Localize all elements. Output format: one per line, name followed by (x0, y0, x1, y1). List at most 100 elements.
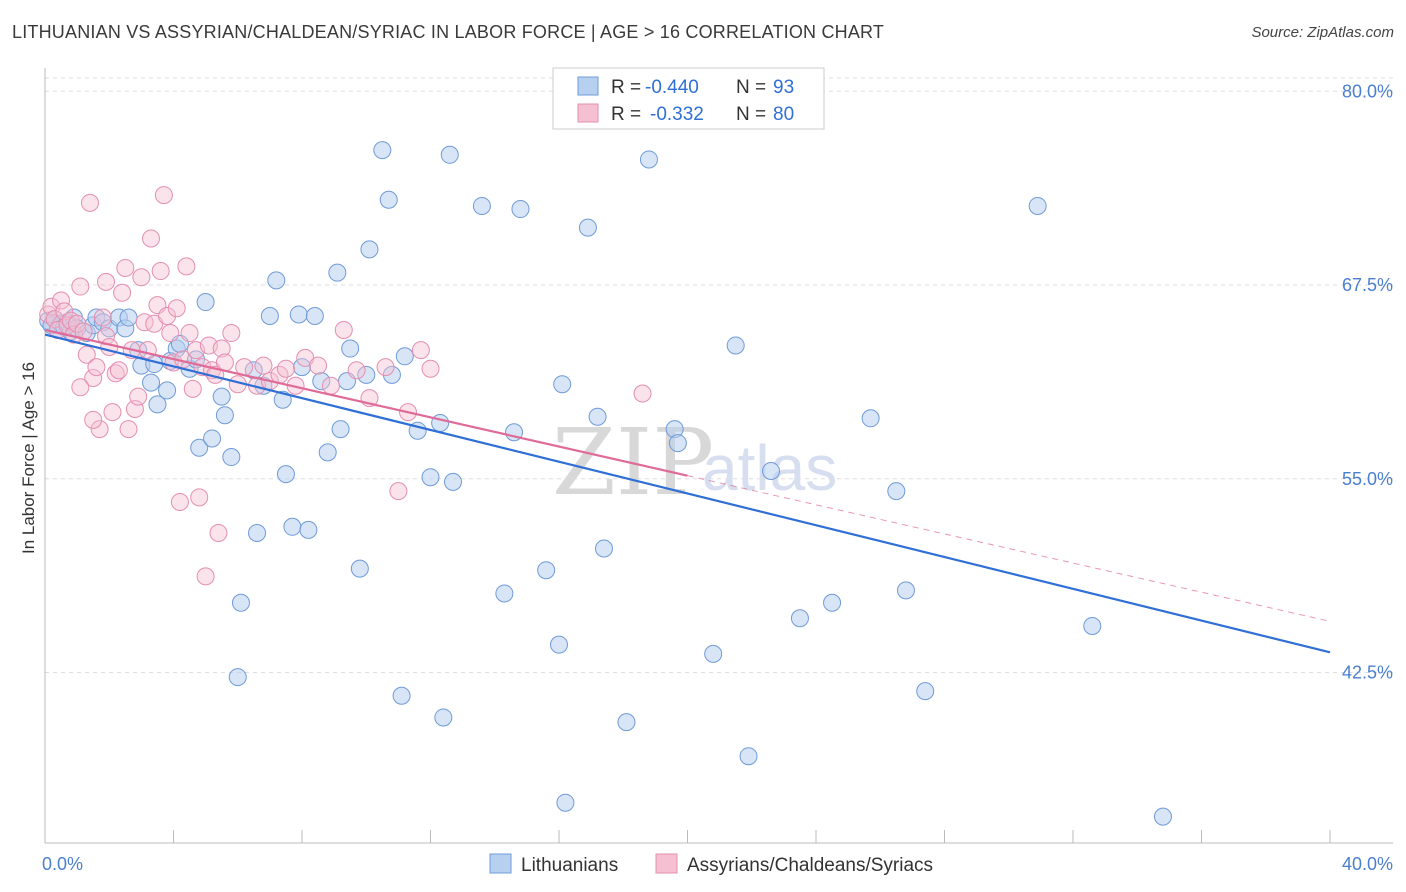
point-assyrians-13 (80, 193, 99, 212)
point-lithuanians-47 (299, 520, 318, 539)
point-assyrians-53 (209, 524, 228, 542)
point-assyrians-47 (190, 488, 209, 507)
point-assyrians-75 (421, 359, 440, 378)
point-lithuanians-69 (472, 196, 491, 215)
series-legend-swatch-blue (489, 853, 512, 874)
x-tick-label-0: 0.0% (42, 854, 83, 874)
point-lithuanians-52 (331, 420, 350, 439)
point-assyrians-16 (90, 420, 109, 439)
point-assyrians-36 (154, 186, 173, 205)
trend-line-assyrians (44, 328, 688, 477)
point-assyrians-44 (180, 324, 199, 343)
point-lithuanians-79 (594, 539, 613, 558)
point-assyrians-17 (93, 308, 112, 327)
y-tick-label-2: 55.0% (1342, 469, 1393, 489)
point-lithuanians-92 (896, 581, 915, 600)
point-lithuanians-44 (283, 517, 302, 536)
point-assyrians-37 (158, 307, 177, 325)
legend-r-value-1: -0.440 (645, 77, 699, 98)
point-lithuanians-36 (231, 593, 250, 612)
point-lithuanians-91 (887, 482, 906, 501)
point-lithuanians-72 (511, 200, 530, 219)
point-lithuanians-66 (434, 708, 453, 727)
legend-r-value-2: -0.332 (650, 104, 704, 125)
source-label: Source: ZipAtlas.com (1251, 24, 1394, 41)
legend-r-label-2: R = (611, 104, 641, 125)
y-tick-labels: 80.0% 67.5% 55.0% 42.5% (1342, 81, 1393, 682)
point-lithuanians-86 (739, 747, 758, 766)
point-lithuanians-46 (293, 358, 311, 377)
point-assyrians-78 (97, 272, 116, 291)
point-lithuanians-20 (142, 373, 161, 392)
point-lithuanians-70 (495, 584, 514, 603)
point-lithuanians-95 (1083, 617, 1102, 635)
point-assyrians-23 (113, 283, 132, 302)
series-assyrians-points (39, 186, 652, 586)
point-lithuanians-55 (350, 559, 369, 578)
point-lithuanians-93 (916, 682, 935, 701)
series-lithuanians-points (39, 141, 1172, 826)
point-lithuanians-34 (222, 448, 241, 467)
trend-line-lithuanians (44, 333, 1331, 654)
point-lithuanians-58 (373, 141, 392, 160)
point-lithuanians-40 (260, 307, 279, 325)
point-assyrians-32 (142, 229, 161, 248)
point-assyrians-68 (334, 320, 353, 339)
series-legend-swatch-pink (655, 853, 678, 874)
point-lithuanians-43 (276, 465, 295, 484)
point-lithuanians-64 (421, 468, 440, 487)
point-lithuanians-68 (443, 472, 462, 491)
point-assyrians-5 (55, 302, 74, 321)
point-lithuanians-38 (248, 524, 267, 542)
point-assyrians-77 (84, 410, 103, 429)
point-assyrians-56 (222, 324, 241, 343)
trend-lines (44, 328, 1331, 654)
point-lithuanians-89 (823, 593, 842, 612)
point-assyrians-76 (71, 378, 90, 397)
point-lithuanians-17 (119, 308, 138, 327)
point-assyrians-71 (376, 358, 395, 377)
legend-n-label-1: N = (736, 77, 766, 98)
point-assyrians-40 (167, 299, 186, 318)
point-assyrians-21 (106, 364, 125, 383)
point-assyrians-24 (116, 258, 135, 277)
point-lithuanians-85 (726, 336, 745, 355)
point-lithuanians-33 (215, 406, 234, 425)
series-legend: Lithuanians Assyrians/Chaldeans/Syriacs (489, 853, 933, 876)
x-tick-labels: 0.0% 40.0% (42, 854, 1393, 874)
point-assyrians-43 (177, 257, 196, 276)
legend-swatch-blue (577, 76, 599, 96)
chart-title: LITHUANIAN VS ASSYRIAN/CHALDEAN/SYRIAC I… (12, 22, 885, 42)
point-lithuanians-57 (360, 240, 379, 259)
legend-n-value-1: 93 (773, 77, 794, 98)
point-lithuanians-48 (305, 307, 324, 325)
legend-swatch-pink (577, 103, 599, 123)
point-assyrians-30 (135, 313, 154, 332)
point-assyrians-72 (389, 482, 408, 501)
point-lithuanians-65 (431, 413, 450, 432)
point-assyrians-12 (77, 345, 96, 364)
y-tick-label-0: 80.0% (1342, 81, 1393, 101)
y-axis-title: In Labor Force | Age > 16 (19, 362, 38, 554)
point-lithuanians-94 (1028, 196, 1047, 215)
point-lithuanians-80 (617, 713, 636, 732)
point-lithuanians-81 (639, 150, 658, 169)
point-lithuanians-73 (537, 561, 556, 580)
point-assyrians-10 (71, 277, 90, 296)
axes (44, 68, 1393, 844)
point-assyrians-20 (103, 403, 122, 422)
point-lithuanians-51 (328, 263, 347, 282)
point-assyrians-14 (84, 369, 103, 387)
point-lithuanians-56 (357, 365, 376, 384)
point-assyrians-25 (119, 420, 138, 439)
point-lithuanians-30 (196, 293, 215, 312)
point-assyrians-45 (183, 379, 202, 398)
series-legend-label-blue: Lithuanians (521, 855, 618, 876)
y-tick-label-1: 67.5% (1342, 275, 1393, 295)
point-assyrians-22 (109, 361, 128, 380)
stats-legend: R = -0.440 N = 93 R = -0.332 N = 80 (552, 67, 825, 130)
point-lithuanians-62 (395, 347, 414, 366)
point-assyrians-28 (129, 387, 148, 406)
legend-r-label-1: R = (611, 77, 641, 98)
point-lithuanians-50 (318, 443, 337, 462)
